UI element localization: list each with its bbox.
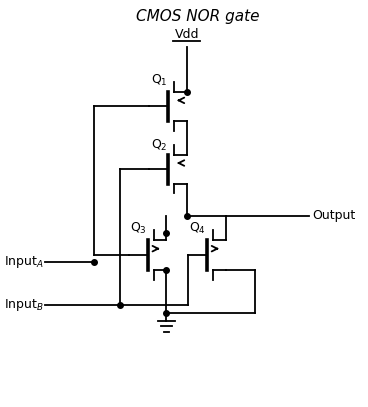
Text: Q$_3$: Q$_3$ bbox=[130, 221, 147, 236]
Text: Input$_A$: Input$_A$ bbox=[4, 254, 44, 270]
Text: Vdd: Vdd bbox=[174, 28, 199, 41]
Text: Output: Output bbox=[312, 209, 356, 222]
Text: Q$_4$: Q$_4$ bbox=[189, 221, 206, 236]
Text: Input$_B$: Input$_B$ bbox=[4, 298, 44, 313]
Text: CMOS NOR gate: CMOS NOR gate bbox=[136, 9, 259, 24]
Text: Q$_2$: Q$_2$ bbox=[151, 138, 167, 153]
Text: Q$_1$: Q$_1$ bbox=[151, 73, 167, 88]
